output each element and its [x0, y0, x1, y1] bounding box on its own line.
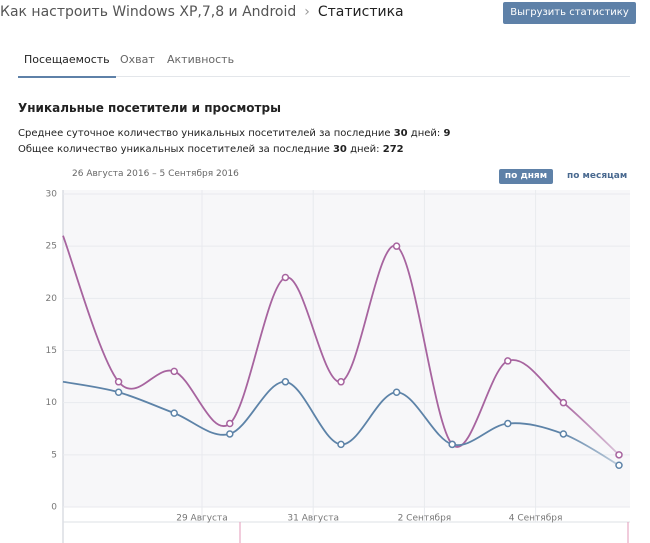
toggle[interactable]: по месяцам: [567, 171, 628, 181]
date-range: 26 Августа 2016 – 5 Сентября 2016: [72, 169, 239, 179]
y-tick-label: 10: [46, 398, 58, 408]
x-tick-label: 4 Сентября: [509, 514, 563, 524]
text: 272: [382, 144, 404, 155]
point: [559, 430, 568, 438]
tab[interactable]: Охват: [120, 53, 155, 66]
tab[interactable]: Активность: [167, 53, 235, 66]
y-tick-label: 20: [46, 294, 58, 304]
text: Общее количество уникальных посетителей …: [18, 144, 330, 155]
x-tick-label: 29 Августа: [176, 514, 228, 524]
toggle[interactable]: по дням: [499, 169, 553, 184]
y-tick-label: 25: [46, 242, 57, 252]
tabs: [18, 36, 630, 77]
y-tick-label: 30: [46, 190, 58, 200]
point: [392, 388, 401, 396]
current-page: Статистика: [317, 4, 404, 20]
x-tick-label: 2 Сентября: [398, 514, 452, 524]
stat-line: Среднее суточное количество уникальных п…: [18, 128, 450, 139]
y-tick-label: 5: [51, 450, 57, 460]
breadcrumb[interactable]: Как настроить Windows XP,7,8 и Android › С…: [0, 4, 404, 20]
text: Среднее суточное количество уникальных п…: [18, 128, 391, 139]
y-tick-label: 15: [46, 346, 57, 356]
point: [170, 367, 178, 376]
section-title: Уникальные посетители и просмотры: [18, 101, 281, 115]
point: [281, 378, 290, 386]
point: [559, 398, 568, 407]
tab[interactable]: Посещаемость: [18, 53, 116, 78]
point: [114, 388, 123, 396]
point: [448, 440, 456, 449]
chart: 0 5 10 15 20 25 30 29 Августа 31 Августа 2 Сентяб…: [46, 190, 630, 543]
point: [226, 430, 234, 438]
point: [226, 419, 234, 428]
point: [615, 451, 623, 459]
text: дней:: [410, 128, 441, 139]
point: [281, 273, 290, 282]
point: [392, 242, 401, 250]
plot-area: [63, 190, 630, 507]
y-tick-label: 0: [51, 503, 57, 513]
point: [615, 461, 623, 470]
text: 9: [443, 128, 451, 139]
export-button[interactable]: Выгрузить статистику: [503, 2, 636, 24]
point: [504, 419, 512, 428]
breadcrumb-link[interactable]: Как настроить Windows XP,7,8 и Android: [0, 4, 297, 20]
stat-line: Общее количество уникальных посетителей …: [18, 144, 404, 155]
point: [170, 409, 178, 417]
point: [337, 378, 345, 386]
text: 30: [332, 144, 347, 155]
point: [337, 440, 345, 449]
text: дней:: [350, 144, 380, 155]
separator: ›: [304, 4, 310, 20]
x-tick-label: 31 Августа: [287, 514, 339, 524]
point: [504, 357, 512, 365]
point: [114, 378, 123, 386]
text: 30: [393, 128, 408, 139]
